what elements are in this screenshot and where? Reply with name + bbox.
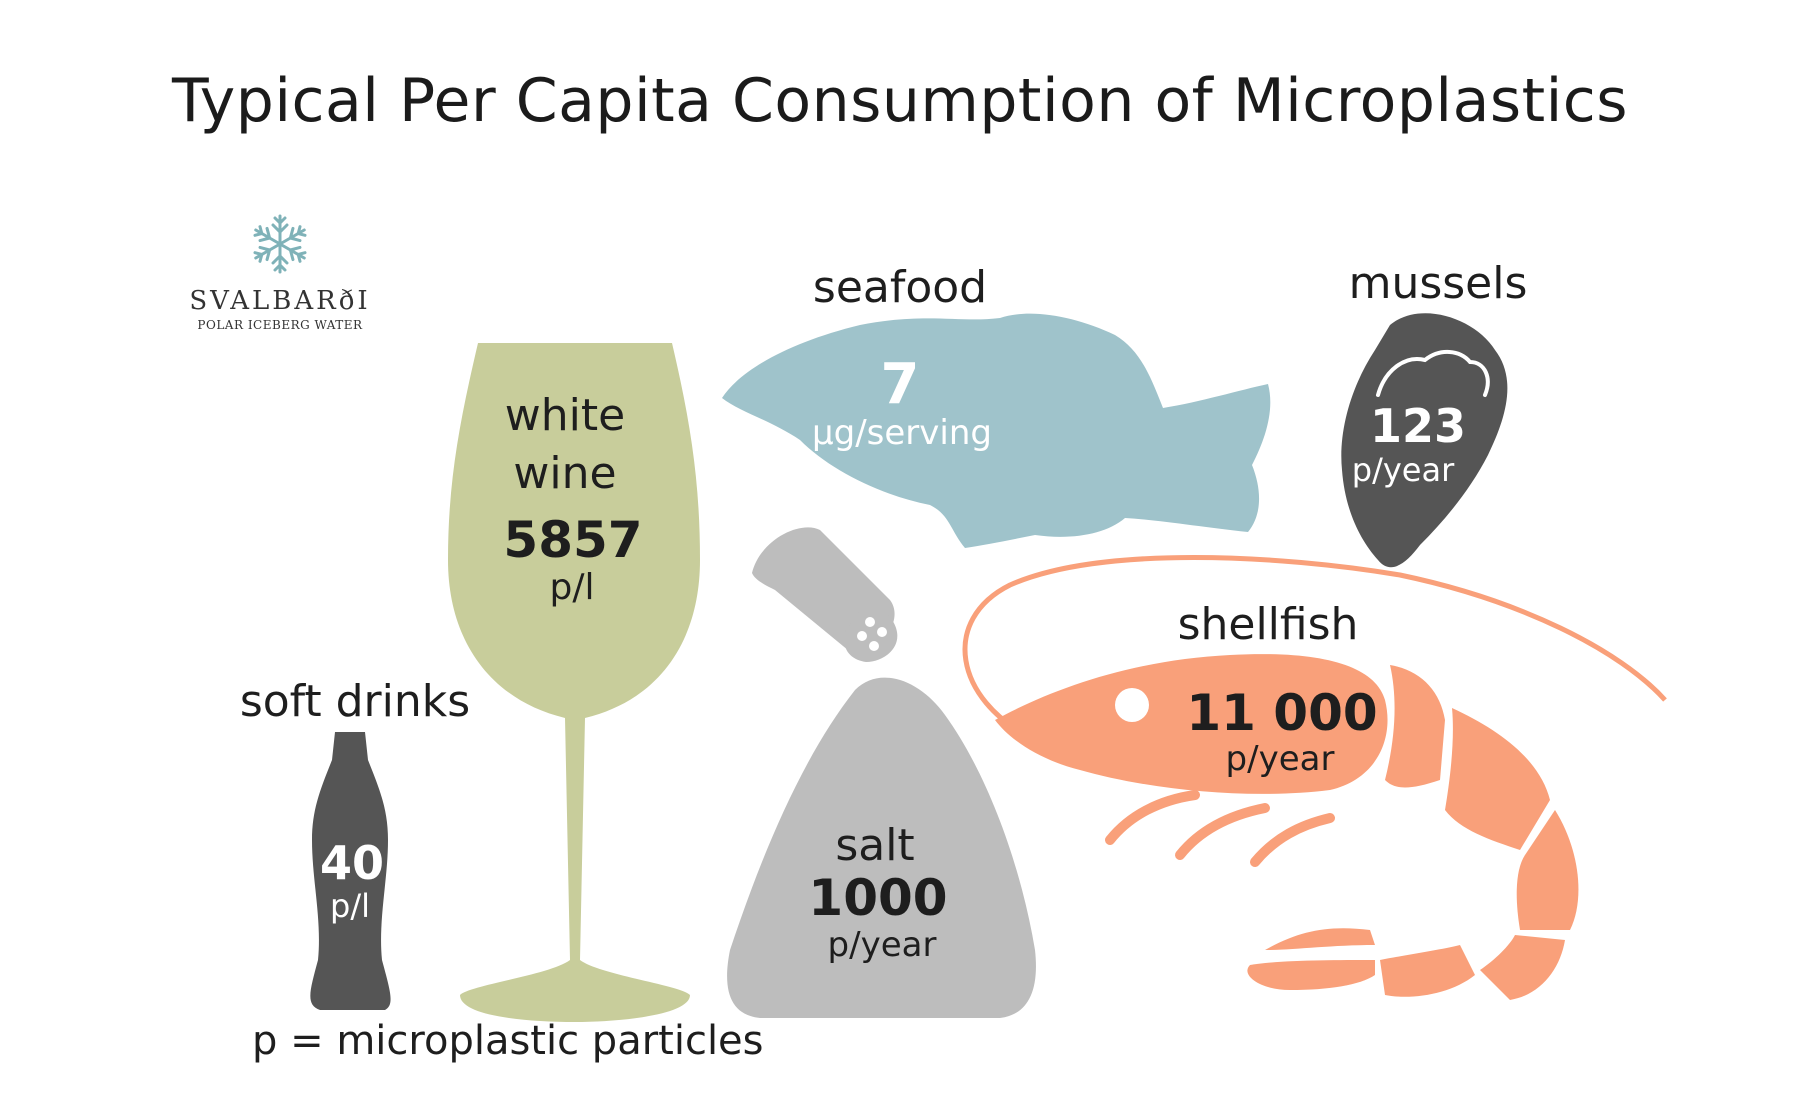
salt-value: 1000: [808, 869, 948, 927]
logo-name: SVALBARðI: [189, 286, 371, 316]
soft-drinks-unit: p/l: [330, 887, 370, 925]
mussel-icon: [1341, 313, 1508, 568]
logo-tagline: POLAR ICEBERG WATER: [197, 318, 363, 332]
salt-shaker-icon: [752, 527, 898, 662]
footnote: p = microplastic particles: [252, 1018, 764, 1064]
seafood-unit: µg/serving: [812, 413, 992, 453]
wine-label-line1: white: [504, 390, 626, 441]
soft-drinks-value: 40: [319, 836, 385, 890]
salt-label: salt: [835, 820, 915, 871]
page-title: Typical Per Capita Consumption of Microp…: [171, 66, 1629, 136]
bottle-icon: [310, 732, 391, 1010]
wine-unit: p/l: [549, 567, 595, 608]
salt-pile: [727, 677, 1036, 1018]
wine-glass-icon: [448, 343, 700, 1022]
seafood-value: 7: [880, 352, 920, 417]
wine-label-line2: wine: [513, 448, 617, 499]
snowflake-icon: [250, 214, 310, 274]
shellfish-value: 11 000: [1186, 684, 1378, 742]
shellfish-label: shellfish: [1177, 599, 1359, 650]
shrimp-icon: [962, 555, 1667, 1000]
mussels-unit: p/year: [1351, 451, 1455, 489]
mussels-label: mussels: [1348, 258, 1528, 309]
shellfish-unit: p/year: [1225, 739, 1335, 779]
soft-drinks-label: soft drinks: [239, 676, 471, 727]
mussels-value: 123: [1369, 399, 1467, 453]
fish-icon: [722, 313, 1271, 548]
seafood-label: seafood: [812, 262, 988, 313]
wine-value: 5857: [503, 511, 643, 569]
brand-logo: SVALBARðI POLAR ICEBERG WATER: [180, 212, 380, 332]
salt-unit: p/year: [827, 925, 937, 965]
